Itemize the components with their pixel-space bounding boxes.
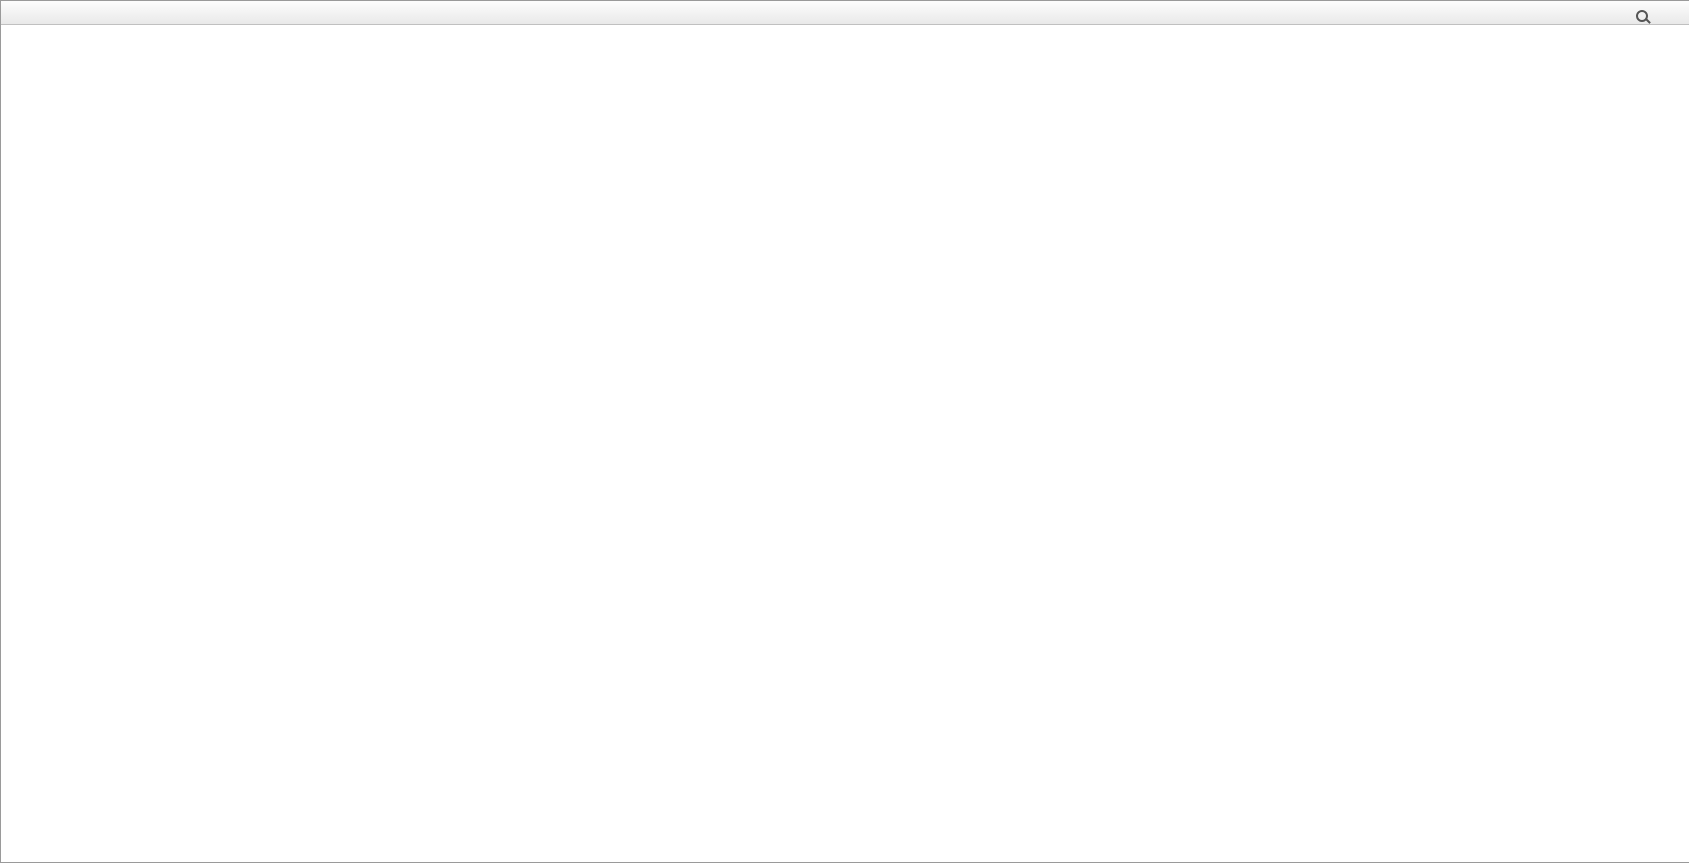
rsi-label [8,746,13,758]
toolbar [1,1,1689,25]
search-icon [1636,10,1648,22]
notification-badge[interactable] [1665,9,1680,24]
toolbar-right [1629,5,1684,27]
macd-label [8,648,18,660]
search-button[interactable] [1629,5,1655,27]
